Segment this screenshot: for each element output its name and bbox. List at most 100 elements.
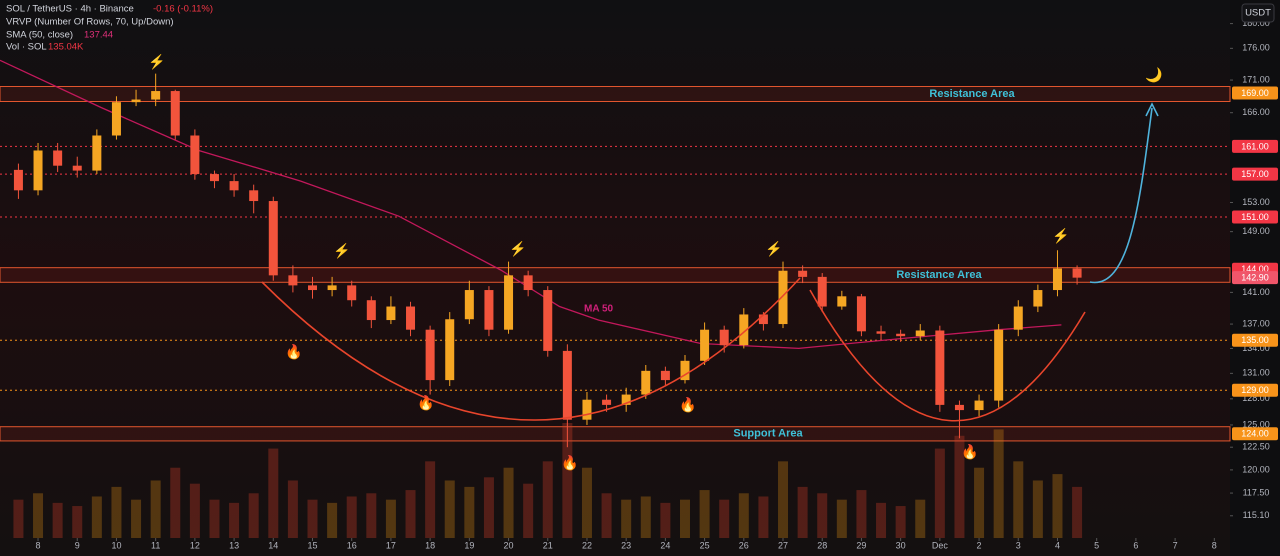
volume-bar [640, 496, 651, 538]
x-tick-label: Dec [932, 540, 949, 550]
fire-icon: 🔥 [285, 344, 302, 361]
volume-bar [346, 496, 357, 538]
volume-bar [1052, 474, 1063, 538]
y-tick-label: 180.00 [1242, 18, 1270, 28]
level-box [1232, 139, 1278, 153]
x-tick-label: 30 [896, 540, 906, 550]
volume-bar [915, 499, 926, 538]
level-box [1232, 86, 1278, 100]
volume-bar [1013, 461, 1024, 538]
candle-body [876, 331, 886, 334]
candle-body [582, 399, 592, 420]
volume-bar [150, 480, 161, 538]
x-tick-label: 5 [1094, 540, 1099, 550]
candle-body [739, 314, 749, 346]
legend-vol-value: 135.04K [48, 42, 84, 53]
volume-bar [1032, 480, 1043, 538]
candle-body [1033, 290, 1043, 307]
volume-bar [601, 493, 612, 538]
volume-bar [876, 502, 887, 538]
volume-bar [248, 493, 259, 538]
zone [0, 267, 1231, 283]
volume-bar [483, 477, 494, 538]
cup-curve [809, 289, 1086, 422]
candle-body [641, 370, 651, 395]
candle-body [719, 329, 729, 346]
volume-bar [856, 490, 867, 538]
volume-bar [581, 467, 592, 538]
x-tick-label: 28 [817, 540, 827, 550]
level-box [1232, 271, 1278, 285]
x-tick-label: 3 [1016, 540, 1021, 550]
candle-body [386, 306, 396, 321]
y-tick-label: 176.00 [1242, 43, 1270, 53]
volume-bar [679, 499, 690, 538]
legend-symbol: SOL / TetherUS · 4h · Binance [6, 4, 134, 15]
y-tick-label: 153.00 [1242, 197, 1270, 207]
arrow-head [1145, 102, 1159, 117]
volume-bar [621, 499, 632, 538]
zone [0, 86, 1231, 103]
x-tick-label: 27 [778, 540, 788, 550]
volume-bar [797, 486, 808, 538]
candle-body [170, 91, 180, 136]
volume-bar [817, 493, 828, 538]
candle-body [307, 285, 317, 291]
legend-sma: SMA (50, close) [6, 30, 73, 41]
candle-body [896, 333, 906, 337]
candle-body [837, 296, 847, 307]
level-box [1232, 383, 1278, 397]
x-tick-label: 4 [1055, 540, 1060, 550]
candle-body [856, 296, 866, 332]
volume-bar [385, 499, 396, 538]
fire-icon: 🔥 [561, 455, 578, 472]
zone-label: Support Area [733, 428, 803, 440]
y-tick-label: 122.50 [1242, 442, 1270, 452]
candle-body [994, 329, 1004, 401]
candle-body [366, 300, 376, 321]
level-label: 129.00 [1241, 385, 1269, 395]
volume-bar [836, 499, 847, 538]
volume-bar [660, 502, 671, 538]
zone-label: Resistance Area [929, 88, 1015, 100]
x-tick-label: 17 [386, 540, 396, 550]
volume-bar [758, 496, 769, 538]
currency-button[interactable] [1241, 3, 1275, 23]
candle-body [543, 290, 553, 351]
legend-vol: Vol · SOL [6, 42, 47, 53]
bolt-icon: ⚡ [148, 54, 165, 71]
x-tick-label: 22 [582, 540, 592, 550]
level-box [1232, 427, 1278, 441]
candle-body [700, 329, 710, 361]
plot-background [0, 0, 1230, 556]
candle-body [464, 290, 474, 320]
x-tick-label: 8 [36, 540, 41, 550]
currency-label[interactable]: USDT [1245, 8, 1271, 19]
legend: SOL / TetherUS · 4h · Binance -0.16 (-0.… [6, 4, 213, 53]
x-tick-label: 19 [464, 540, 474, 550]
candle-body [484, 290, 494, 330]
zone-label: Resistance Area [896, 269, 982, 281]
volume-bar [895, 506, 906, 538]
volume-bar [287, 480, 298, 538]
candle-body [1013, 306, 1023, 330]
candle-body [288, 275, 298, 286]
level-label: 169.00 [1241, 88, 1269, 98]
level-label: 142.90 [1241, 273, 1269, 283]
moon-icon: 🌙 [1145, 67, 1162, 84]
x-tick-label: 6 [1133, 540, 1138, 550]
level-label: 151.00 [1241, 212, 1269, 222]
volume-bar [170, 467, 181, 538]
volume-bar [91, 496, 102, 538]
candle-body [1072, 268, 1082, 278]
candle-body [660, 370, 670, 381]
volume-bar [1072, 486, 1083, 538]
volume-bar [111, 486, 122, 538]
volume-bar [562, 423, 573, 538]
candle-body [954, 404, 964, 411]
bolt-icon: ⚡ [509, 241, 526, 258]
volume-bar [52, 502, 63, 538]
icons: ⚡ ⚡ ⚡ ⚡ ⚡ 🔥 🔥 🔥 🔥 🔥 🌙 [148, 54, 1162, 472]
y-tick-label: 120.00 [1242, 464, 1270, 474]
candle-body [758, 314, 768, 325]
